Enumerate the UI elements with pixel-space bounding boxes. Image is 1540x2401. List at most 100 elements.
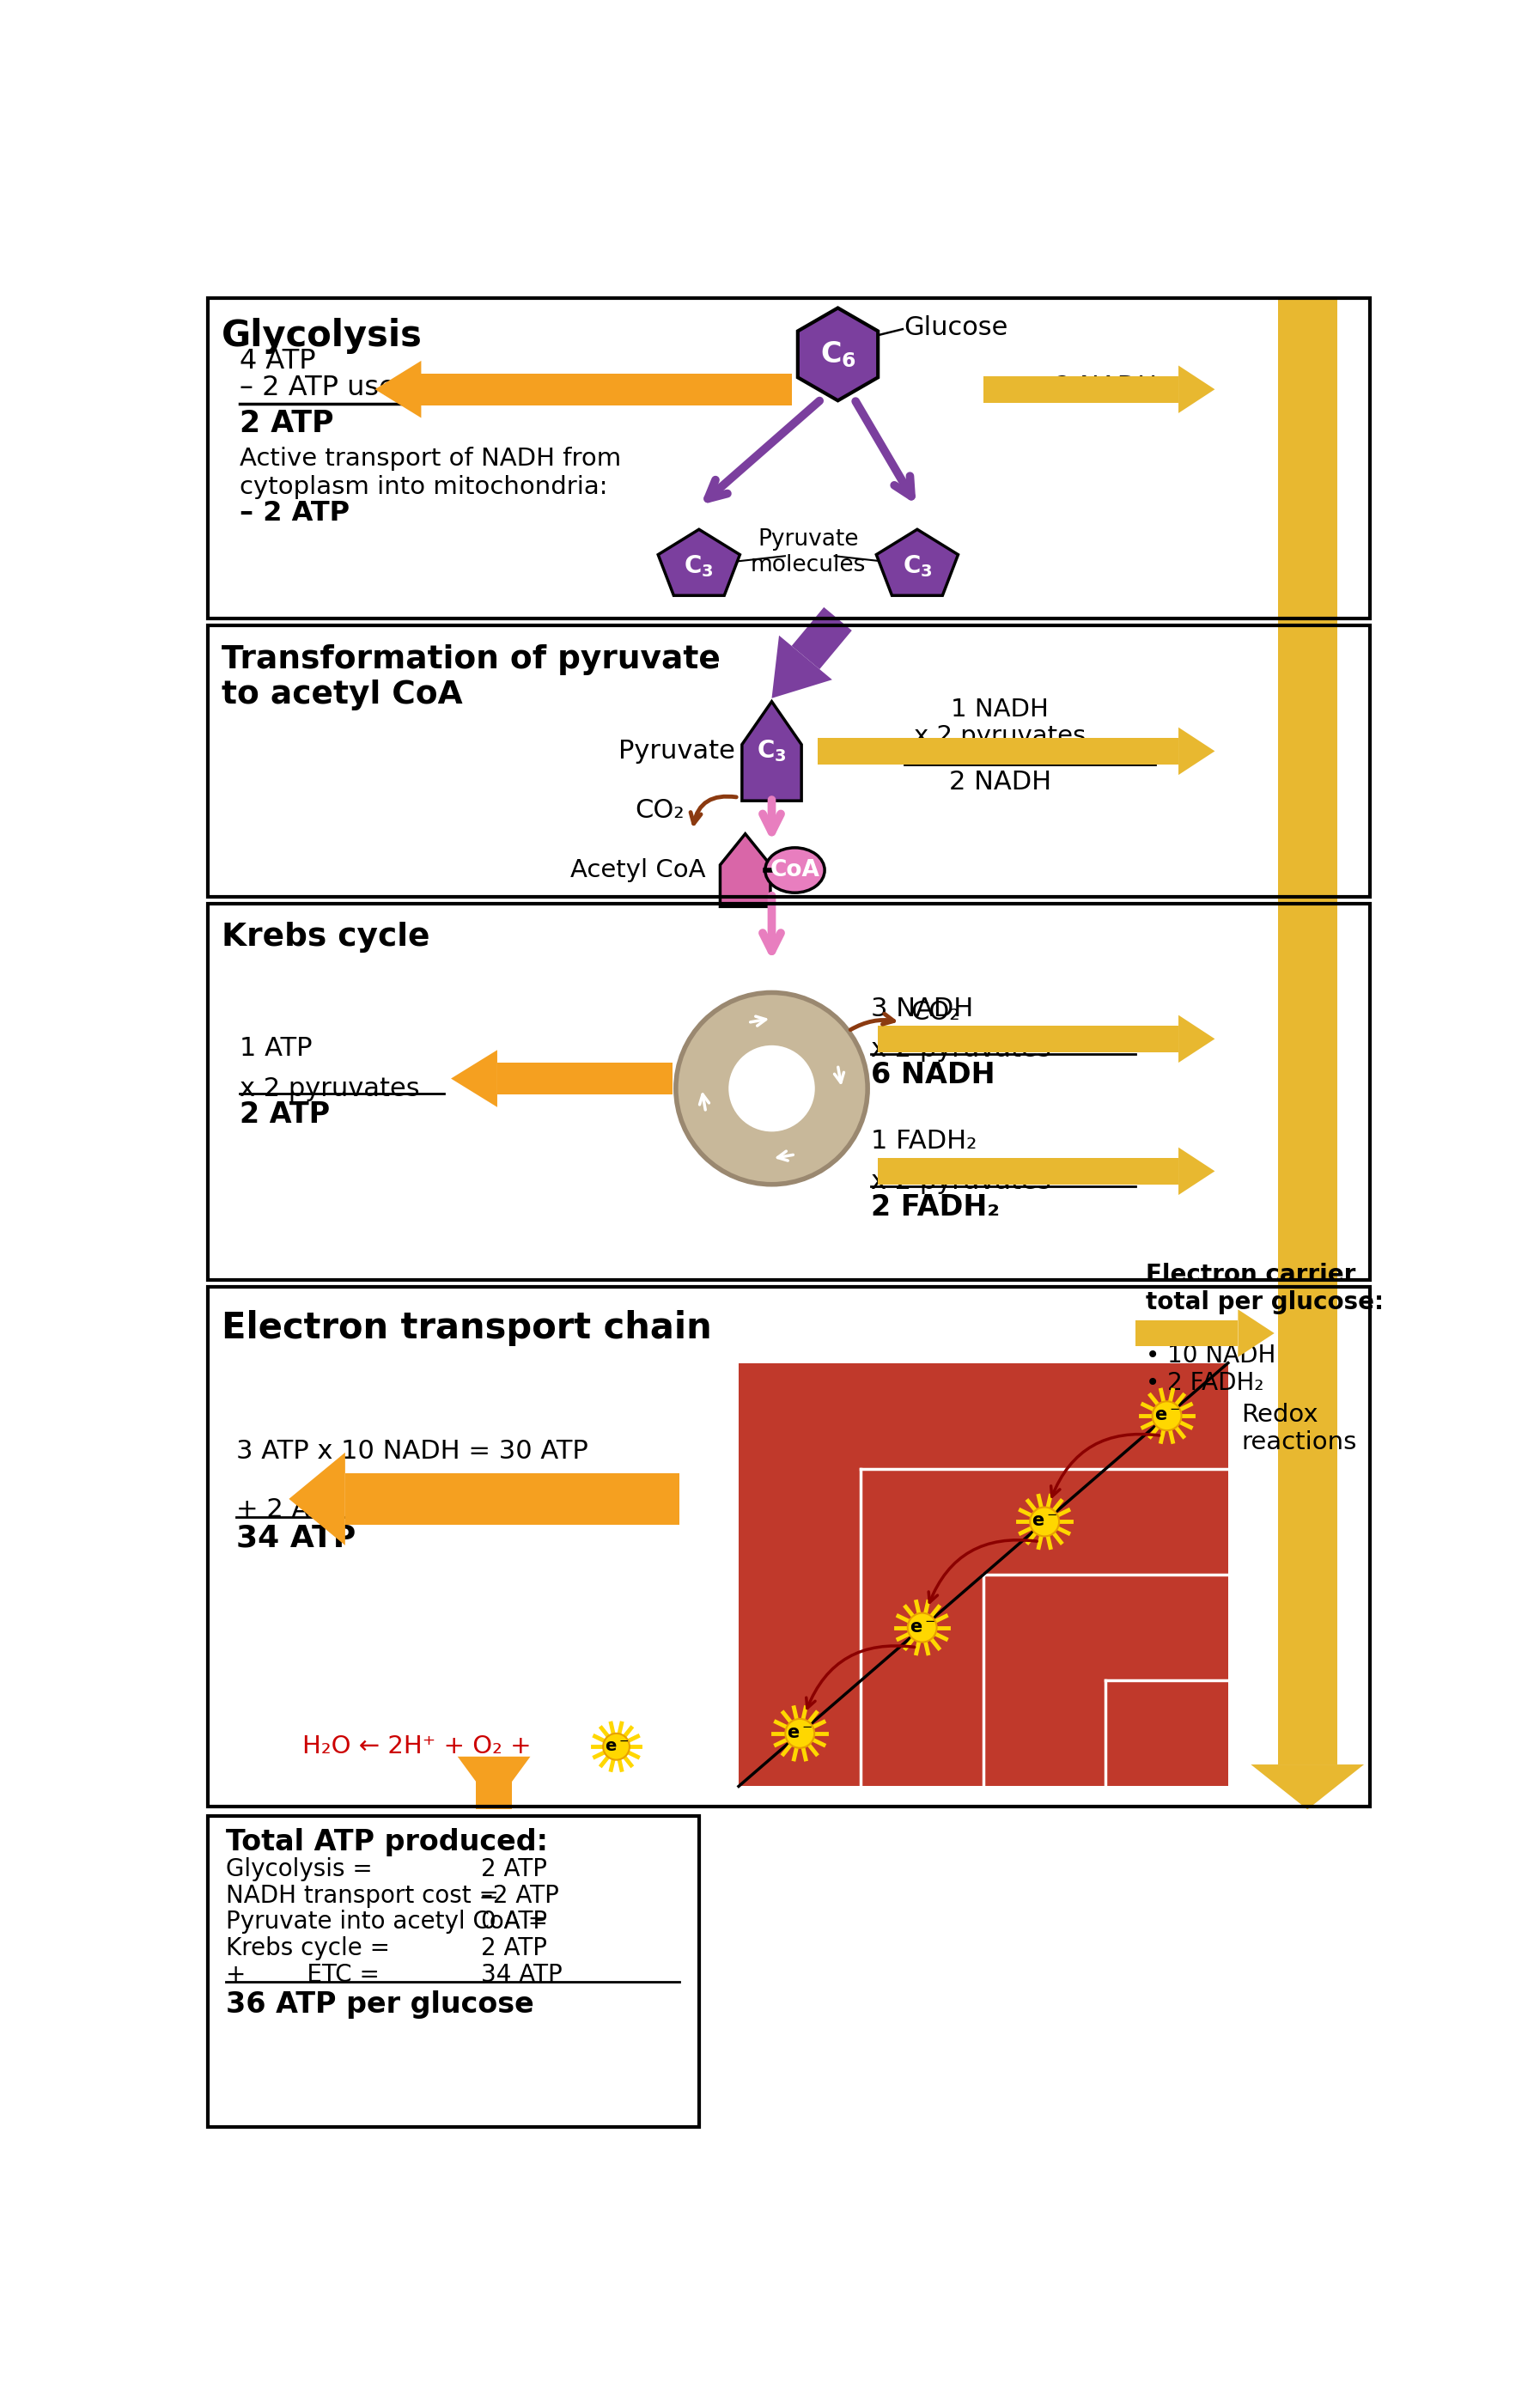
Text: x 2 pyruvates: x 2 pyruvates bbox=[913, 723, 1086, 747]
Polygon shape bbox=[658, 528, 739, 595]
Polygon shape bbox=[878, 1157, 1178, 1184]
Text: $\mathbf{C_3}$: $\mathbf{C_3}$ bbox=[756, 740, 787, 764]
Bar bbox=[861, 1469, 1227, 1786]
Text: 2 ATP: 2 ATP bbox=[480, 1938, 547, 1962]
Polygon shape bbox=[1135, 1321, 1238, 1347]
Circle shape bbox=[1152, 1402, 1181, 1431]
Polygon shape bbox=[1178, 728, 1215, 776]
Bar bbox=[208, 1815, 699, 2127]
Text: 36 ATP per glucose: 36 ATP per glucose bbox=[226, 1990, 534, 2019]
Text: $\mathbf{C_6}$: $\mathbf{C_6}$ bbox=[819, 339, 856, 370]
Text: Total ATP produced:: Total ATP produced: bbox=[226, 1827, 548, 1856]
Text: Glycolysis =: Glycolysis = bbox=[226, 1856, 373, 1880]
Text: – 2 ATP: – 2 ATP bbox=[239, 499, 350, 526]
Text: Transformation of pyruvate
to acetyl CoA: Transformation of pyruvate to acetyl CoA bbox=[222, 643, 721, 711]
Text: e$^-$: e$^-$ bbox=[787, 1724, 813, 1743]
Text: 2 ATP: 2 ATP bbox=[239, 1100, 330, 1128]
Bar bbox=[1106, 1681, 1227, 1786]
Text: e$^-$: e$^-$ bbox=[1153, 1407, 1180, 1424]
Text: 34 ATP: 34 ATP bbox=[480, 1964, 562, 1988]
Text: 3 NADH: 3 NADH bbox=[872, 996, 973, 1020]
Text: CoA: CoA bbox=[770, 860, 819, 881]
Polygon shape bbox=[290, 1453, 345, 1546]
Text: 2 FADH₂: 2 FADH₂ bbox=[872, 1193, 999, 1222]
Bar bbox=[1278, 300, 1337, 1762]
Text: • 10 NADH
• 2 FADH₂: • 10 NADH • 2 FADH₂ bbox=[1146, 1342, 1275, 1395]
Circle shape bbox=[728, 1044, 815, 1131]
Text: Acetyl CoA: Acetyl CoA bbox=[570, 857, 705, 881]
Text: 34 ATP: 34 ATP bbox=[236, 1522, 356, 1553]
Text: x 2 pyruvates: x 2 pyruvates bbox=[872, 1037, 1050, 1061]
Circle shape bbox=[1030, 1508, 1060, 1537]
Polygon shape bbox=[457, 1758, 530, 1806]
Ellipse shape bbox=[765, 848, 824, 893]
Text: +        ETC =: + ETC = bbox=[226, 1964, 380, 1988]
Polygon shape bbox=[721, 833, 770, 908]
Text: 2 ATP: 2 ATP bbox=[480, 1856, 547, 1880]
Circle shape bbox=[785, 1719, 815, 1748]
Text: Pyruvate
molecules: Pyruvate molecules bbox=[750, 528, 865, 576]
Polygon shape bbox=[497, 1064, 673, 1095]
Text: 2 ATP: 2 ATP bbox=[239, 408, 333, 439]
Bar bbox=[208, 298, 1371, 619]
Polygon shape bbox=[374, 360, 422, 418]
Polygon shape bbox=[1238, 1309, 1275, 1357]
Text: 3 ATP x 10 NADH = 30 ATP: 3 ATP x 10 NADH = 30 ATP bbox=[236, 1438, 588, 1465]
Text: 1 NADH: 1 NADH bbox=[952, 696, 1049, 720]
Text: Krebs cycle: Krebs cycle bbox=[222, 922, 430, 953]
Text: Electron transport chain: Electron transport chain bbox=[222, 1311, 711, 1347]
Polygon shape bbox=[1250, 1765, 1364, 1810]
Bar bbox=[208, 903, 1371, 1280]
Text: CO₂: CO₂ bbox=[634, 797, 684, 824]
Polygon shape bbox=[792, 607, 852, 670]
Text: NADH transport cost =: NADH transport cost = bbox=[226, 1882, 499, 1909]
Text: 4 ATP: 4 ATP bbox=[239, 348, 316, 375]
Polygon shape bbox=[818, 737, 1178, 764]
Text: 1 ATP: 1 ATP bbox=[239, 1035, 313, 1061]
Text: + 2 ATP x 2 FADH₂ =   4 ATP: + 2 ATP x 2 FADH₂ = 4 ATP bbox=[236, 1496, 605, 1522]
Text: – 2 ATP used: – 2 ATP used bbox=[239, 375, 413, 401]
Text: 6 NADH: 6 NADH bbox=[872, 1061, 995, 1090]
Polygon shape bbox=[1178, 1016, 1215, 1064]
Text: $\mathbf{C_3}$: $\mathbf{C_3}$ bbox=[902, 552, 932, 579]
Text: Glucose: Glucose bbox=[904, 315, 1009, 341]
Text: H₂O ← 2H⁺ + O₂ +: H₂O ← 2H⁺ + O₂ + bbox=[302, 1734, 531, 1758]
Text: 1 FADH₂: 1 FADH₂ bbox=[872, 1128, 976, 1152]
Polygon shape bbox=[1178, 365, 1215, 413]
Text: CO₂: CO₂ bbox=[910, 999, 959, 1025]
Text: x 2 pyruvates: x 2 pyruvates bbox=[239, 1076, 419, 1102]
Circle shape bbox=[676, 992, 867, 1184]
Polygon shape bbox=[772, 636, 832, 699]
Text: Krebs cycle =: Krebs cycle = bbox=[226, 1938, 390, 1962]
Polygon shape bbox=[1178, 1148, 1215, 1196]
Text: x 2 pyruvates: x 2 pyruvates bbox=[872, 1169, 1050, 1193]
Polygon shape bbox=[476, 1758, 513, 1810]
Text: e$^-$: e$^-$ bbox=[604, 1738, 628, 1755]
Polygon shape bbox=[878, 1025, 1178, 1052]
Text: Pyruvate: Pyruvate bbox=[619, 740, 736, 764]
Circle shape bbox=[907, 1613, 936, 1642]
Text: $\mathbf{C_3}$: $\mathbf{C_3}$ bbox=[684, 552, 715, 579]
Polygon shape bbox=[984, 377, 1178, 403]
Polygon shape bbox=[451, 1049, 497, 1107]
Text: 2 NADH: 2 NADH bbox=[949, 771, 1050, 795]
Text: 2 NADH: 2 NADH bbox=[1055, 375, 1157, 401]
Polygon shape bbox=[422, 375, 792, 406]
Polygon shape bbox=[345, 1474, 679, 1525]
Text: Pyruvate into acetyl CoA =: Pyruvate into acetyl CoA = bbox=[226, 1911, 548, 1935]
Text: Active transport of NADH from
cytoplasm into mitochondria:: Active transport of NADH from cytoplasm … bbox=[239, 447, 621, 499]
Bar bbox=[984, 1575, 1227, 1786]
Text: –2 ATP: –2 ATP bbox=[480, 1882, 559, 1909]
Circle shape bbox=[604, 1734, 630, 1760]
Text: 0 ATP: 0 ATP bbox=[480, 1911, 547, 1935]
Bar bbox=[739, 1364, 1227, 1786]
Polygon shape bbox=[742, 701, 801, 802]
Bar bbox=[208, 627, 1371, 896]
Text: e$^-$: e$^-$ bbox=[1032, 1513, 1058, 1529]
Text: Electron carrier
total per glucose:: Electron carrier total per glucose: bbox=[1146, 1263, 1383, 1316]
Text: Glycolysis: Glycolysis bbox=[222, 317, 422, 353]
Text: Redox
reactions: Redox reactions bbox=[1241, 1402, 1357, 1455]
Polygon shape bbox=[876, 528, 958, 595]
Text: e$^-$: e$^-$ bbox=[909, 1618, 935, 1635]
Polygon shape bbox=[798, 307, 878, 401]
